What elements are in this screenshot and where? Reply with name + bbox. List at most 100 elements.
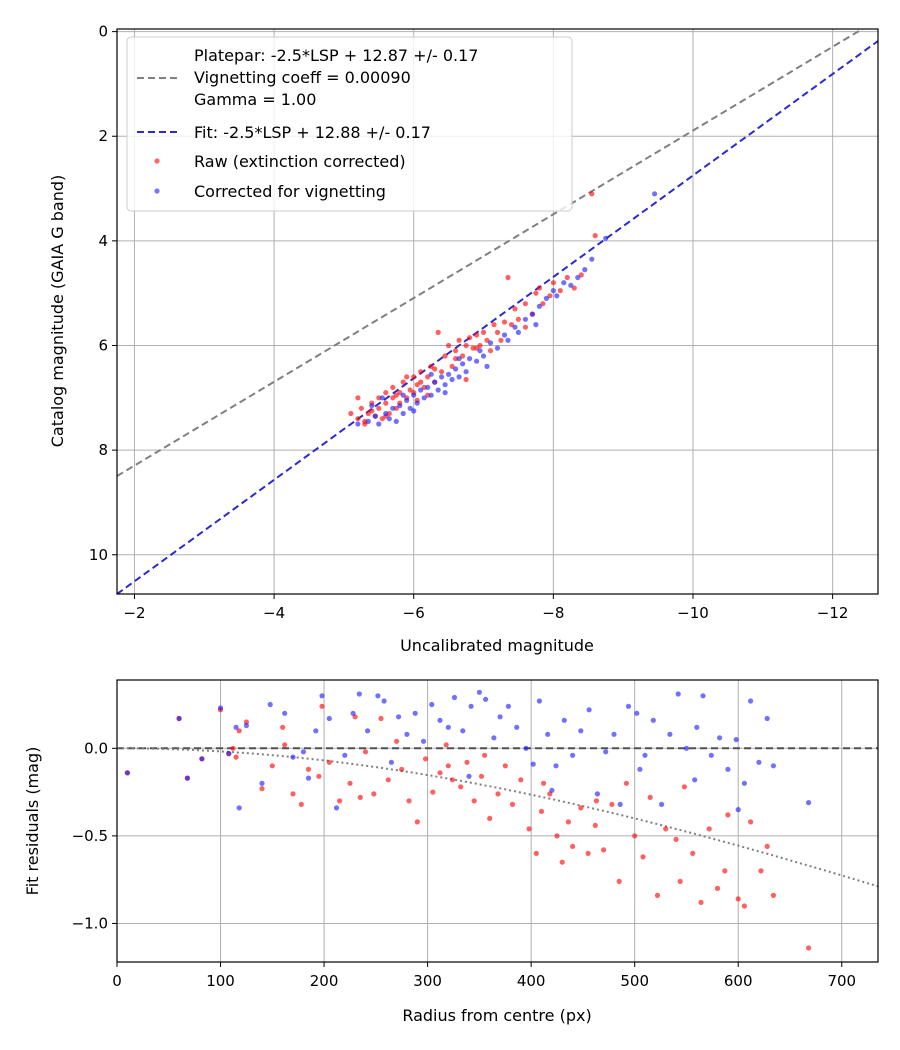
bottom-x-tick-label: 600	[724, 972, 753, 990]
bottom-raw-point	[406, 798, 412, 804]
top-raw-point	[355, 395, 361, 401]
bottom-raw-point	[464, 759, 470, 765]
fit-line	[117, 40, 878, 594]
top-corrected-point	[376, 421, 382, 427]
bottom-raw-point	[347, 780, 353, 786]
top-corrected-point	[543, 295, 550, 301]
top-corrected-point	[536, 303, 543, 309]
bottom-corrected-point	[476, 689, 482, 695]
bottom-raw-point	[518, 777, 524, 783]
top-corrected-point	[494, 345, 501, 351]
bottom-corrected-point	[625, 703, 632, 709]
bottom-raw-point	[385, 777, 391, 783]
top-corrected-point	[603, 235, 609, 241]
bottom-corrected-point	[282, 710, 288, 716]
bottom-corrected-point	[756, 759, 762, 765]
bottom-corrected-point	[523, 745, 529, 751]
top-raw-point	[432, 366, 438, 372]
bottom-points	[124, 689, 812, 951]
bottom-raw-point	[280, 724, 286, 730]
bottom-raw-point	[362, 749, 369, 755]
legend-fit-label: Fit: -2.5*LSP + 12.88 +/- 0.17	[194, 123, 431, 142]
top-corrected-point	[414, 400, 420, 406]
bottom-raw-point	[601, 847, 607, 853]
top-raw-point	[536, 285, 543, 291]
bottom-raw-point	[570, 843, 576, 850]
top-y-tick-label: 4	[98, 232, 108, 250]
bottom-raw-point	[482, 752, 488, 758]
bottom-y-tick-label: −1.0	[72, 914, 108, 932]
top-corrected-point	[400, 392, 406, 398]
bottom-raw-point	[735, 896, 741, 902]
bottom-corrected-point	[637, 766, 643, 772]
bottom-corrected-point	[692, 777, 698, 783]
bottom-corrected-point	[483, 696, 489, 702]
top-corrected-point	[411, 392, 417, 398]
top-corrected-point	[467, 356, 473, 362]
bottom-raw-point	[445, 763, 451, 769]
bottom-x-tick-label: 400	[517, 972, 546, 990]
top-corrected-point	[529, 311, 536, 317]
top-corrected-point	[463, 369, 469, 375]
top-corrected-point	[390, 405, 396, 411]
bottom-corrected-point	[176, 715, 182, 722]
top-corrected-point	[477, 348, 483, 354]
top-x-tick-label: −12	[817, 604, 849, 622]
bottom-corrected-point	[199, 756, 205, 762]
top-corrected-point	[484, 363, 490, 369]
top-corrected-point	[505, 337, 511, 343]
bottom-corrected-point	[806, 800, 812, 806]
top-corrected-point	[512, 324, 518, 330]
top-corrected-point	[582, 267, 588, 273]
top-raw-point	[358, 405, 364, 411]
platepar-line	[117, 29, 865, 477]
top-raw-point	[390, 384, 396, 390]
bottom-x-tick-label: 300	[413, 972, 442, 990]
bottom-corrected-point	[404, 731, 410, 737]
bottom-raw-point	[592, 822, 598, 829]
bottom-axes-frame	[116, 679, 879, 963]
top-y-tick-label: 8	[98, 441, 108, 459]
bottom-x-tick-label: 0	[112, 972, 122, 990]
bottom-corrected-point	[350, 710, 356, 716]
top-corrected-point	[575, 274, 581, 281]
top-x-tick-label: −10	[677, 604, 709, 622]
bottom-raw-point	[585, 850, 591, 857]
top-corrected-point	[480, 353, 487, 359]
top-raw-point	[592, 233, 598, 239]
top-corrected-point	[561, 280, 567, 286]
top-raw-point	[439, 369, 445, 375]
bottom-x-tick-label: 700	[827, 972, 856, 990]
top-corrected-point	[554, 293, 560, 299]
bottom-raw-point	[319, 703, 325, 709]
top-corrected-point	[446, 371, 452, 377]
bottom-corrected-point	[570, 752, 576, 758]
bottom-ticks: 0 100 200 300 400 500 600 700 0.0 −0.5 −1.0	[72, 739, 857, 990]
top-raw-point	[463, 342, 469, 349]
top-corrected-point	[435, 387, 441, 393]
legend-raw-marker	[154, 158, 160, 164]
bottom-raw-point	[722, 868, 728, 874]
bottom-raw-point	[770, 892, 777, 899]
bottom-raw-point	[443, 742, 449, 748]
bottom-corrected-point	[650, 717, 656, 723]
top-x-tick-label: −2	[123, 604, 145, 622]
bottom-corrected-point	[319, 693, 325, 699]
bottom-corrected-point	[290, 754, 296, 760]
top-raw-point	[383, 390, 389, 396]
bottom-raw-point	[378, 715, 384, 722]
bottom-raw-point	[449, 777, 456, 783]
bottom-raw-point	[487, 815, 493, 822]
bottom-raw-point	[565, 819, 572, 825]
bottom-y-axis-label: Fit residuals (mag)	[23, 747, 42, 896]
bottom-raw-point	[673, 836, 679, 843]
top-corrected-point	[383, 410, 389, 417]
bottom-corrected-point	[667, 731, 673, 737]
bottom-raw-point	[495, 791, 501, 797]
top-raw-point	[453, 348, 459, 354]
top-corrected-point	[550, 288, 557, 294]
bottom-corrected-point	[505, 703, 511, 709]
top-y-axis-label: Catalog magnitude (GAIA G band)	[48, 175, 67, 447]
top-raw-point	[442, 353, 448, 359]
bottom-corrected-point	[267, 701, 273, 708]
